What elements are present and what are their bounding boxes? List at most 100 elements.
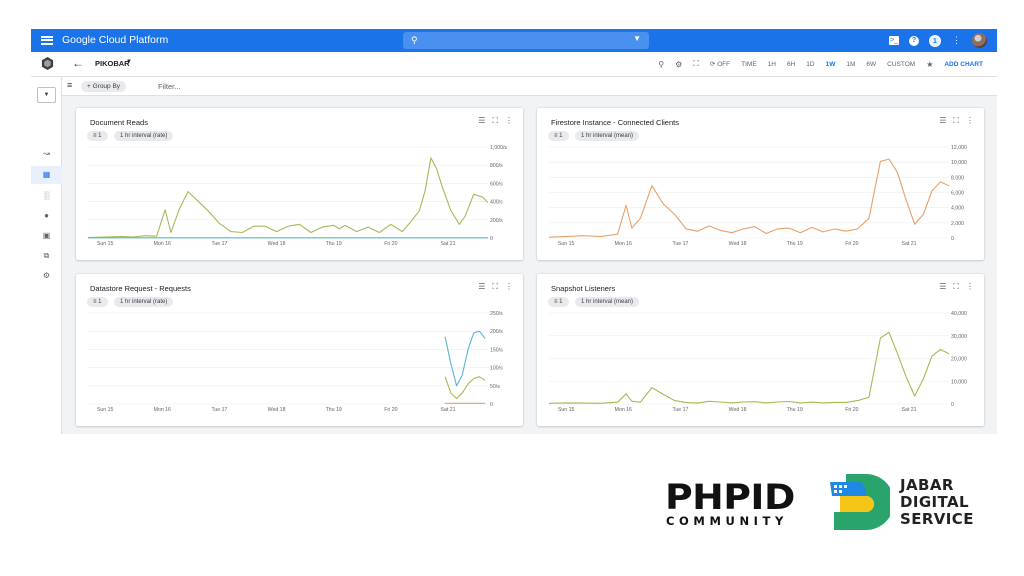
expand-icon[interactable]: ⛶ [953,282,959,291]
add-chart-button[interactable]: ADD CHART [944,60,983,68]
x-tick-label: Fri 20 [384,407,397,413]
y-tick-label: 0 [490,402,493,408]
copy-icon[interactable]: ⧉ [43,251,50,260]
range-custom[interactable]: CUSTOM [887,60,916,68]
x-tick-label: Tue 17 [211,241,227,247]
more-vert-icon[interactable]: ⋮ [952,35,961,45]
legend-icon[interactable]: ☰ [478,282,486,291]
x-tick-label: Thu 19 [787,407,803,413]
chevron-down-icon[interactable]: ▼ [633,34,641,43]
series-line [548,158,950,238]
more-vert-icon[interactable]: ⋮ [966,116,974,125]
expand-icon[interactable]: ⛶ [953,116,959,125]
monitoring-logo-icon [41,57,54,70]
jds-line-1: JABAR [900,476,954,494]
legend-icon[interactable]: ☰ [939,282,947,291]
phpid-wordmark: PHPID [665,478,795,518]
cloud-shell-icon[interactable]: >_ [889,36,899,45]
gcp-console-screenshot: Google Cloud Platform ⚲ ▼ >_ ? 1 ⋮ ← PIK… [31,29,997,434]
dashboard-icon[interactable]: ▦ [31,166,62,184]
monitor-icon[interactable]: ▣ [42,231,51,240]
aggregation-pill[interactable]: 1 hr interval (mean) [575,297,640,307]
y-tick-label: 800/s [490,163,503,169]
x-tick-label: Thu 19 [326,407,342,413]
topbar-actions: >_ ? 1 ⋮ [889,32,987,49]
search-bar[interactable]: ⚲ ▼ [403,32,649,49]
x-tick-label: Wed 18 [729,241,747,247]
y-tick-label: 400/s [490,200,503,206]
series-line [444,330,486,387]
filter-count-pill[interactable]: ≡ 1 [548,297,569,307]
notifications-icon[interactable]: 1 [929,34,941,47]
hamburger-menu-icon[interactable] [41,34,53,46]
y-tick-label: 250/s [490,311,503,317]
range-6h[interactable]: 6H [786,60,796,68]
filter-count-pill[interactable]: ≡ 1 [548,131,569,141]
x-tick-label: Sun 15 [97,407,114,413]
more-vert-icon[interactable]: ⋮ [505,282,513,291]
brand-title[interactable]: Google Cloud Platform [62,34,169,46]
aggregation-pill[interactable]: 1 hr interval (rate) [114,131,174,141]
star-icon[interactable]: ★ [926,59,934,69]
range-1w[interactable]: 1W [825,60,836,68]
caret-down-icon[interactable]: ▼ [126,59,132,65]
top-app-bar: Google Cloud Platform ⚲ ▼ >_ ? 1 ⋮ [31,29,997,52]
chart-title: Datastore Request - Requests [90,284,191,293]
time-controls: ⚲ ⚙ ⛶ ⟳ OFF TIME 1H 6H 1D 1W 1M 6W CUSTO… [647,52,983,76]
y-tick-label: 1,000/s [490,145,507,151]
expand-icon[interactable]: ⛶ [492,116,498,125]
back-arrow-icon[interactable]: ← [72,56,84,70]
range-1h[interactable]: 1H [767,60,776,68]
chart-svg[interactable]: 1,000/s 800/s 600/s 400/s 200/s 0 Sun 15 Mon 16… [76,108,523,260]
range-6w[interactable]: 6W [866,60,877,68]
group-by-chip[interactable]: + Group By [81,81,127,92]
aggregation-pill[interactable]: 1 hr interval (rate) [114,297,174,307]
y-tick-label: 12,000 [951,145,967,151]
legend-icon[interactable]: ☰ [478,116,486,125]
x-tick-label: Sat 21 [441,407,456,413]
settings-icon[interactable]: ⚙ [675,59,683,69]
y-tick-label: 50/s [490,384,500,390]
chart-svg[interactable]: 12,000 10,000 8,000 6,000 4,000 2,000 0 Sun 15 M… [537,108,984,260]
filter-count: 1 [98,133,102,139]
help-icon[interactable]: ? [909,35,919,46]
chart-title: Document Reads [90,118,148,127]
autorefresh-toggle[interactable]: ⟳ OFF [709,61,731,68]
x-tick-label: Tue 17 [211,407,227,413]
nav-dropdown[interactable]: ▼ [37,87,56,103]
x-tick-label: Sun 15 [97,241,114,247]
gear-icon[interactable]: ⚙ [42,271,51,280]
aggregation-pill[interactable]: 1 hr interval (mean) [575,131,640,141]
chart-svg[interactable]: 40,000 30,000 20,000 10,000 0 Sun 15 Mon 16 Tue… [537,274,984,426]
range-1m[interactable]: 1M [846,60,856,68]
filter-count-pill[interactable]: ≡ 1 [87,131,108,141]
x-tick-label: Wed 18 [729,407,747,413]
fullscreen-icon[interactable]: ⛶ [693,59,699,68]
line-chart-icon[interactable]: ↝ [43,149,50,158]
expand-icon[interactable]: ⛶ [492,282,498,291]
legend-icon[interactable]: ☰ [939,116,947,125]
avatar[interactable] [972,33,987,48]
filter-count-pill[interactable]: ≡ 1 [87,297,108,307]
autorefresh-label: OFF [717,61,731,68]
y-tick-label: 0 [951,236,954,242]
x-tick-label: Wed 18 [268,407,286,413]
filter-input[interactable]: Filter... [158,82,181,91]
chart-card-document-reads: Document Reads ☰ ⛶ ⋮ ≡ 1 1 hr interval (ra… [76,108,523,260]
x-tick-label: Mon 16 [615,241,632,247]
bell-icon[interactable]: ● [44,211,49,220]
x-tick-label: Mon 16 [615,407,632,413]
chart-actions: ☰ ⛶ ⋮ [478,116,513,126]
chart-svg[interactable]: 250/s 200/s 150/s 100/s 50/s 0 Sun 15 Mon 16 Tue… [76,274,523,426]
y-tick-label: 20,000 [951,357,967,363]
more-vert-icon[interactable]: ⋮ [505,116,513,125]
project-selector[interactable]: PIKOBAR [95,59,130,68]
bar-chart-icon[interactable]: ░ [43,191,50,200]
more-vert-icon[interactable]: ⋮ [966,282,974,291]
filter-icon[interactable]: ≡ [67,80,73,90]
range-1d[interactable]: 1D [806,60,815,68]
search-icon[interactable]: ⚲ [658,59,665,69]
y-tick-label: 10,000 [951,379,967,385]
chart-card-datastore-requests: Datastore Request - Requests ☰ ⛶ ⋮ ≡ 1 1 h… [76,274,523,426]
y-tick-label: 40,000 [951,311,967,317]
